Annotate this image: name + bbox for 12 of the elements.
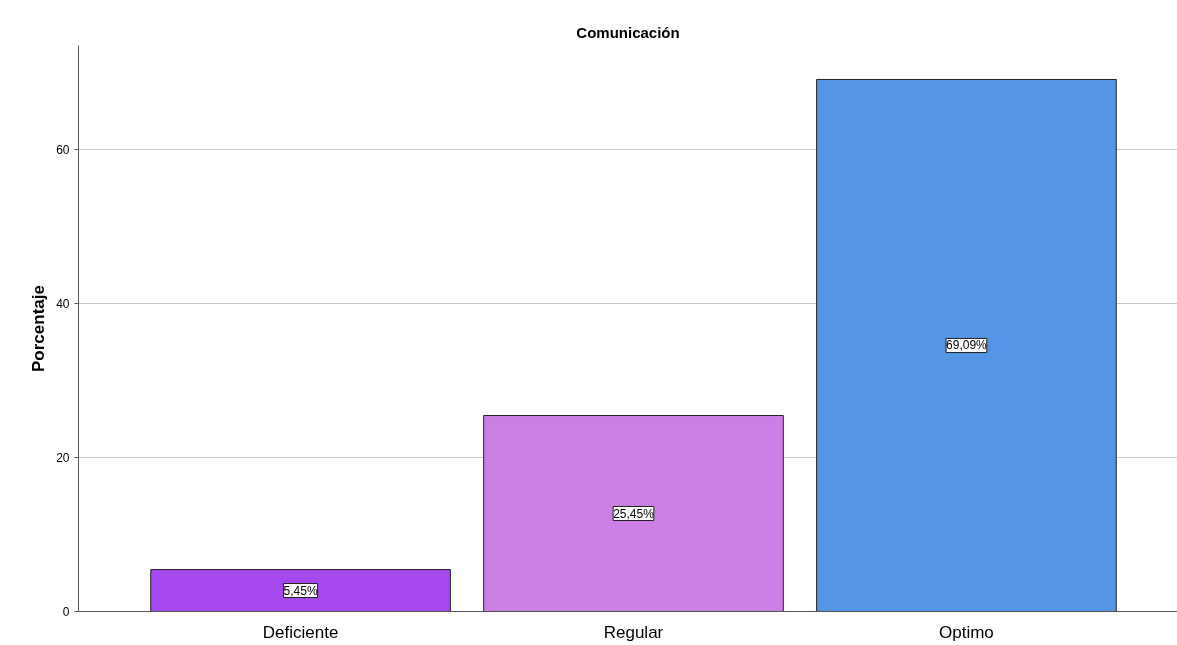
y-tick-label: 20 [56, 450, 70, 465]
chart-title: Comunicación [576, 23, 680, 41]
x-tick-label: Deficiente [262, 622, 339, 642]
bar [150, 569, 451, 612]
y-tick-label: 0 [62, 605, 70, 619]
x-tick-label: Regular [603, 622, 664, 642]
bar [483, 415, 784, 612]
y-tick-label: 60 [56, 142, 70, 157]
x-tick-label: Optimo [939, 622, 994, 642]
y-tick-label: 40 [56, 296, 70, 311]
bar [816, 78, 1117, 612]
y-axis-title: Porcentaje [29, 285, 49, 372]
